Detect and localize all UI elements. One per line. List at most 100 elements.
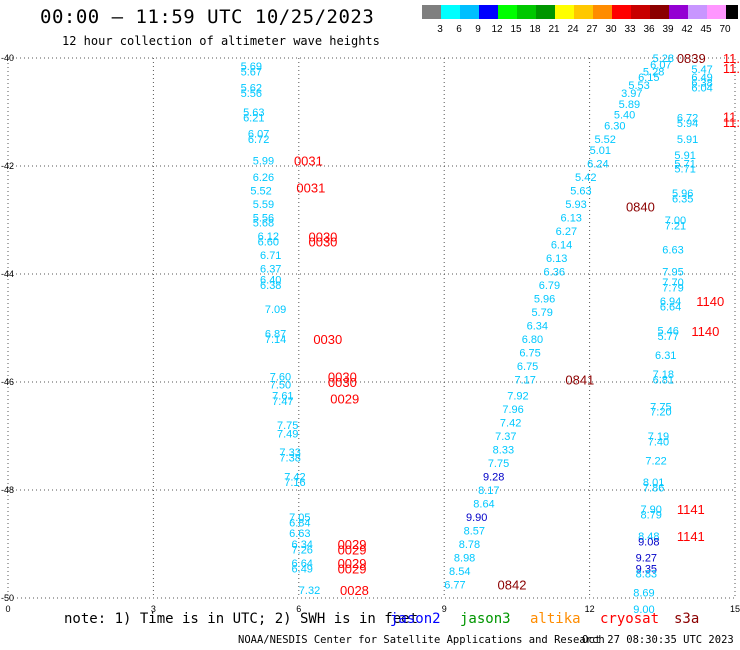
legend-s3a: s3a: [674, 611, 700, 627]
y-tick-label: -46: [1, 377, 14, 387]
colorbar-swatch: [612, 5, 631, 19]
wave-height-label: 7.49: [277, 428, 298, 440]
wave-height-label: 8.98: [454, 553, 475, 565]
wave-height-label: 5.42: [575, 172, 596, 184]
wave-height-label: 5.91: [677, 134, 698, 146]
wave-height-label: 7.21: [665, 220, 686, 232]
wave-height-label: 6.27: [556, 226, 577, 238]
wave-height-label: 5.53: [628, 80, 649, 92]
wave-height-label: 6.31: [655, 350, 676, 362]
wave-height-label: 6.14: [551, 239, 572, 251]
pass-time-label: 1141: [677, 502, 705, 517]
wave-height-label: 5.79: [531, 307, 552, 319]
wave-height-label: 6.38: [691, 77, 712, 89]
wave-height-label: 5.69: [241, 61, 262, 73]
wave-height-label: 6.34: [527, 320, 548, 332]
wave-height-label: 6.15: [638, 72, 659, 84]
pass-time-label: 0839: [677, 51, 706, 66]
wave-height-label: 7.26: [292, 544, 313, 556]
legend-jason3: jason3: [460, 611, 511, 627]
wave-height-label: 5.47: [691, 64, 712, 76]
wave-height-label: 5.67: [241, 67, 262, 79]
wave-height-label: 6.12: [258, 231, 279, 243]
pass-time-label: 11.3: [723, 115, 740, 130]
wave-height-label: 6.24: [587, 158, 608, 170]
pass-time-label: 1140: [696, 294, 724, 309]
wave-height-label: 7.19: [648, 431, 669, 443]
wave-height-label: 6.72: [248, 134, 269, 146]
wave-height-label: 6.72: [677, 112, 698, 124]
legend-jason2: jason2: [390, 611, 441, 627]
pass-time-label: 0030: [308, 235, 337, 250]
colorbar-swatch: [498, 5, 517, 19]
wave-height-label: 6.04: [691, 83, 712, 95]
wave-height-label: 6.79: [539, 280, 560, 292]
wave-height-label: 6.75: [517, 361, 538, 373]
wave-height-label: 7.18: [653, 369, 674, 381]
wave-height-label: 5.99: [253, 156, 274, 168]
wave-height-label: 5.91: [674, 150, 695, 162]
pass-time-label: 11.3: [723, 109, 740, 124]
plot-frame: [7, 57, 736, 599]
colorbar-swatch: [688, 5, 707, 19]
colorbar-label: 42: [681, 24, 693, 35]
wave-height-label: 8.78: [459, 539, 480, 551]
wave-height-label: 6.07: [650, 59, 671, 71]
pass-time-label: 0029: [338, 556, 367, 571]
pass-time-label: 1140: [691, 324, 719, 339]
wave-height-label: 6.35: [672, 193, 693, 205]
wave-height-label: 5.96: [672, 188, 693, 200]
pass-time-label: 0028: [340, 583, 369, 598]
pass-time-label: 0030: [308, 229, 337, 244]
pass-time-label: 0029: [338, 561, 367, 576]
wave-height-label: 5.94: [677, 118, 698, 130]
pass-time-label: 0842: [498, 578, 527, 593]
wave-height-label: 8.33: [493, 445, 514, 457]
colorbar-label: 15: [510, 24, 522, 35]
wave-height-label: 3.97: [621, 88, 642, 100]
colorbar-swatch: [631, 5, 650, 19]
wave-height-label: 5.28: [643, 67, 664, 79]
wave-height-label: 6.87: [265, 328, 286, 340]
wave-height-label: 9.08: [638, 536, 659, 548]
pass-time-label: 0841: [565, 372, 594, 387]
wave-height-label: 8.54: [449, 566, 470, 578]
wave-height-label: 6.94: [660, 296, 681, 308]
colorbar-label: 18: [529, 24, 541, 35]
colorbar-swatch: [726, 5, 738, 19]
pass-time-label: 1141: [677, 529, 705, 544]
pass-time-label: 0030: [328, 370, 357, 385]
legend-cryosat: cryosat: [600, 611, 660, 627]
wave-height-label: 5.52: [250, 185, 271, 197]
wave-height-label: 7.00: [665, 215, 686, 227]
wave-height-label: 6.80: [522, 334, 543, 346]
wave-height-label: 7.79: [662, 283, 683, 295]
pass-time-label: 0029: [338, 537, 367, 552]
x-tick-label: 15: [730, 604, 740, 614]
pass-time-label: 0840: [626, 200, 655, 215]
colorbar-label: 24: [567, 24, 579, 35]
chart-title: 00:00 — 11:59 UTC 10/25/2023: [40, 6, 375, 28]
colorbar-swatch: [707, 5, 726, 19]
wave-height-label: 6.34: [292, 539, 313, 551]
wave-height-label: 7.75: [277, 420, 298, 432]
wave-height-label: 5.28: [653, 53, 674, 65]
wave-height-label: 6.30: [604, 121, 625, 133]
wave-height-label: 7.42: [284, 472, 305, 484]
wave-height-label: 8.83: [636, 569, 657, 581]
wave-height-label: 7.70: [662, 277, 683, 289]
wave-height-label: 7.38: [279, 453, 300, 465]
colorbar-swatch: [593, 5, 612, 19]
pass-time-label: 0030: [328, 375, 357, 390]
wave-height-label: 6.49: [292, 563, 313, 575]
wave-height-label: 7.92: [507, 391, 528, 403]
wave-height-label: 7.20: [650, 407, 671, 419]
wave-height-label: 6.71: [260, 250, 281, 262]
wave-height-label: 5.63: [570, 185, 591, 197]
wave-height-label: 6.77: [444, 580, 465, 592]
wave-height-label: 6.36: [544, 266, 565, 278]
pass-time-label: 0031: [296, 181, 325, 196]
wave-height-label: 5.89: [619, 99, 640, 111]
